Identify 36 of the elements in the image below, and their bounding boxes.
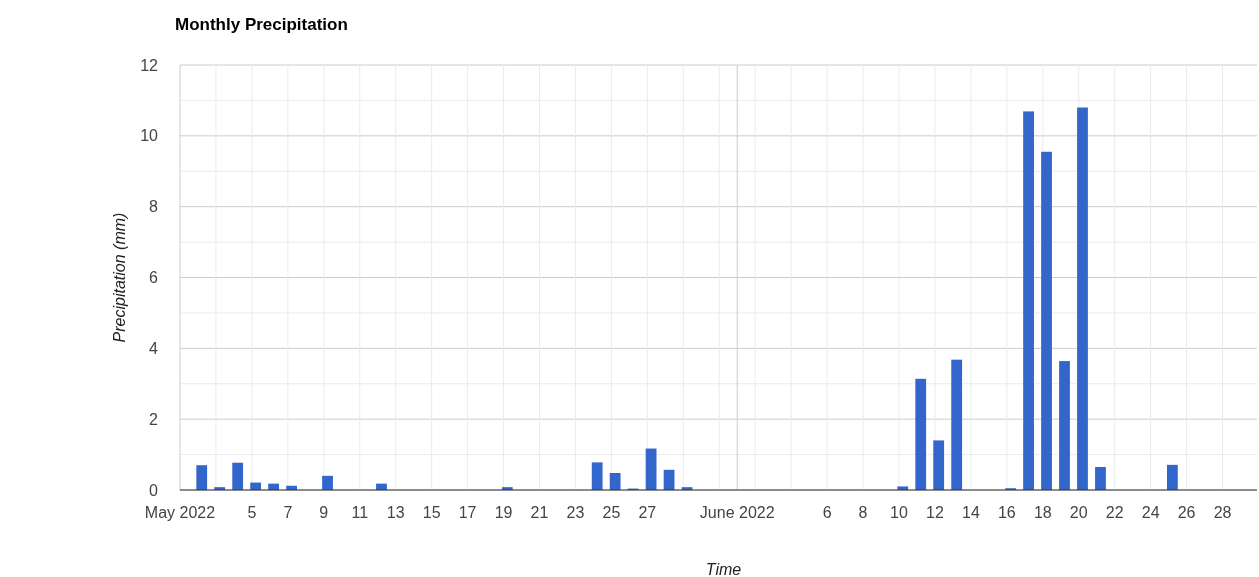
y-tick-label: 2 [149, 410, 159, 428]
x-tick-label: 24 [1141, 504, 1160, 521]
y-tick-label: 0 [149, 481, 159, 499]
x-tick-label: 18 [1033, 504, 1052, 521]
x-tick-label: May 2022 [144, 504, 216, 521]
x-tick-label: 13 [386, 504, 405, 521]
chart-title: Monthly Precipitation [175, 15, 348, 34]
x-tick-label: 16 [997, 504, 1016, 521]
y-tick-label: 6 [149, 269, 159, 287]
x-tick-label: 28 [1213, 504, 1232, 521]
x-tick-label: 27 [638, 504, 657, 521]
x-tick-label: 22 [1105, 504, 1124, 521]
y-tick-label: 4 [149, 339, 159, 357]
y-tick-label: 8 [149, 198, 159, 216]
y-axis-title: Precipitation (mm) [111, 212, 128, 343]
y-tick-label: 10 [140, 127, 159, 145]
x-tick-label: 10 [890, 504, 908, 521]
x-tick-label: 15 [422, 504, 441, 521]
x-tick-label: 12 [926, 504, 944, 521]
x-tick-label: 23 [566, 504, 585, 521]
x-tick-label: 7 [283, 504, 293, 521]
x-axis-title: Time [705, 561, 742, 577]
x-tick-label: 19 [494, 504, 513, 521]
x-tick-label: 5 [247, 504, 257, 521]
x-tick-label: 25 [602, 504, 621, 521]
x-tick-label: June 2022 [699, 504, 775, 521]
x-tick-label: 20 [1069, 504, 1088, 521]
x-tick-label: 26 [1177, 504, 1196, 521]
y-tick-label: 12 [140, 56, 159, 74]
x-tick-label: 17 [458, 504, 477, 521]
x-tick-label: 6 [822, 504, 832, 521]
x-tick-label: 8 [858, 504, 868, 521]
x-tick-label: 14 [962, 504, 980, 521]
x-tick-label: 11 [351, 504, 369, 521]
x-tick-label: 21 [530, 504, 549, 521]
x-tick-label: 9 [319, 504, 329, 521]
